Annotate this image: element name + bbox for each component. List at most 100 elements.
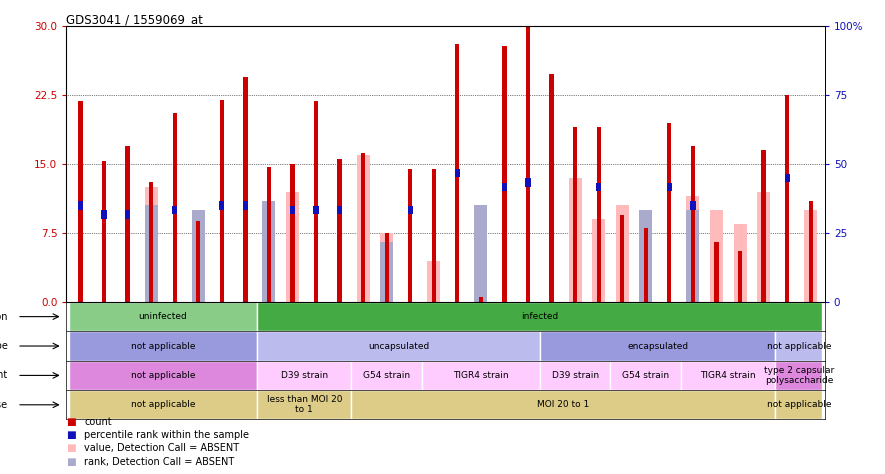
Bar (761, 150, 766, 302)
Bar (540, 361, 611, 390)
Bar (266, 167, 271, 302)
Bar (785, 95, 789, 302)
Bar (258, 390, 351, 419)
Text: not applicable: not applicable (131, 342, 196, 350)
Bar (757, 191, 770, 302)
Bar (357, 155, 370, 302)
Text: ■: ■ (66, 417, 76, 427)
Bar (258, 302, 822, 331)
Text: percentile rank within the sample: percentile rank within the sample (84, 430, 249, 440)
Bar (620, 215, 625, 302)
Text: not applicable: not applicable (131, 371, 196, 380)
Bar (69, 361, 258, 390)
Bar (710, 210, 723, 302)
Bar (337, 206, 342, 214)
Bar (69, 390, 258, 419)
Bar (775, 331, 822, 361)
Text: G54 strain: G54 strain (363, 371, 411, 380)
Bar (192, 224, 204, 302)
Bar (69, 331, 258, 361)
Text: D39 strain: D39 strain (281, 371, 327, 380)
Bar (455, 45, 459, 302)
Bar (79, 101, 82, 302)
Bar (69, 302, 258, 331)
Text: dose: dose (0, 400, 8, 410)
Text: MOI 20 to 1: MOI 20 to 1 (537, 401, 589, 409)
Bar (714, 242, 719, 302)
Bar (196, 221, 200, 302)
Text: G54 strain: G54 strain (622, 371, 669, 380)
Bar (219, 201, 225, 210)
Bar (526, 178, 531, 187)
Bar (667, 123, 672, 302)
Bar (550, 74, 554, 302)
Text: less than MOI 20
to 1: less than MOI 20 to 1 (266, 395, 342, 414)
Bar (313, 206, 319, 214)
Bar (381, 242, 393, 302)
Bar (455, 169, 460, 177)
Bar (809, 201, 812, 302)
Bar (775, 390, 822, 419)
Bar (427, 261, 441, 302)
Bar (286, 191, 299, 302)
Text: rank, Detection Call = ABSENT: rank, Detection Call = ABSENT (84, 456, 235, 467)
Bar (126, 146, 130, 302)
Bar (639, 233, 652, 302)
Bar (219, 100, 224, 302)
Bar (474, 230, 488, 302)
Text: TIGR4 strain: TIGR4 strain (453, 371, 509, 380)
Bar (738, 251, 743, 302)
Bar (804, 210, 817, 302)
Bar (290, 164, 295, 302)
Bar (540, 331, 775, 361)
Bar (775, 361, 822, 390)
Bar (173, 113, 177, 302)
Bar (479, 297, 483, 302)
Bar (734, 224, 747, 302)
Bar (639, 210, 652, 302)
Text: ■: ■ (66, 456, 76, 467)
Text: ■: ■ (66, 430, 76, 440)
Text: TIGR4 strain: TIGR4 strain (700, 371, 756, 380)
Text: not applicable: not applicable (766, 401, 831, 409)
Text: uncapsulated: uncapsulated (368, 342, 429, 350)
Bar (596, 127, 601, 302)
Text: type 2 capsular
polysaccharide: type 2 capsular polysaccharide (764, 366, 834, 385)
Bar (173, 206, 177, 214)
Bar (102, 161, 106, 302)
Bar (351, 390, 775, 419)
Bar (666, 183, 672, 191)
Bar (474, 205, 488, 302)
Bar (125, 210, 130, 219)
Bar (144, 205, 158, 302)
Text: D39 strain: D39 strain (551, 371, 599, 380)
Bar (432, 169, 436, 302)
Bar (503, 46, 506, 302)
Text: infected: infected (521, 312, 558, 321)
Text: ■: ■ (66, 443, 76, 454)
Bar (242, 201, 248, 210)
Text: uninfected: uninfected (139, 312, 188, 321)
Bar (78, 201, 83, 210)
Bar (596, 183, 601, 191)
Bar (361, 153, 366, 302)
Bar (408, 206, 413, 214)
Text: infection: infection (0, 311, 8, 322)
Bar (385, 233, 389, 302)
Bar (592, 219, 605, 302)
Bar (290, 206, 295, 214)
Bar (263, 201, 275, 302)
Bar (314, 101, 319, 302)
Bar (687, 210, 699, 302)
Bar (102, 210, 107, 219)
Text: GDS3041 / 1559069_at: GDS3041 / 1559069_at (66, 13, 204, 26)
Bar (573, 127, 577, 302)
Bar (258, 361, 351, 390)
Bar (616, 205, 628, 302)
Bar (243, 77, 248, 302)
Bar (690, 201, 696, 210)
Bar (408, 169, 412, 302)
Bar (263, 201, 275, 302)
Bar (351, 361, 422, 390)
Text: count: count (84, 417, 112, 427)
